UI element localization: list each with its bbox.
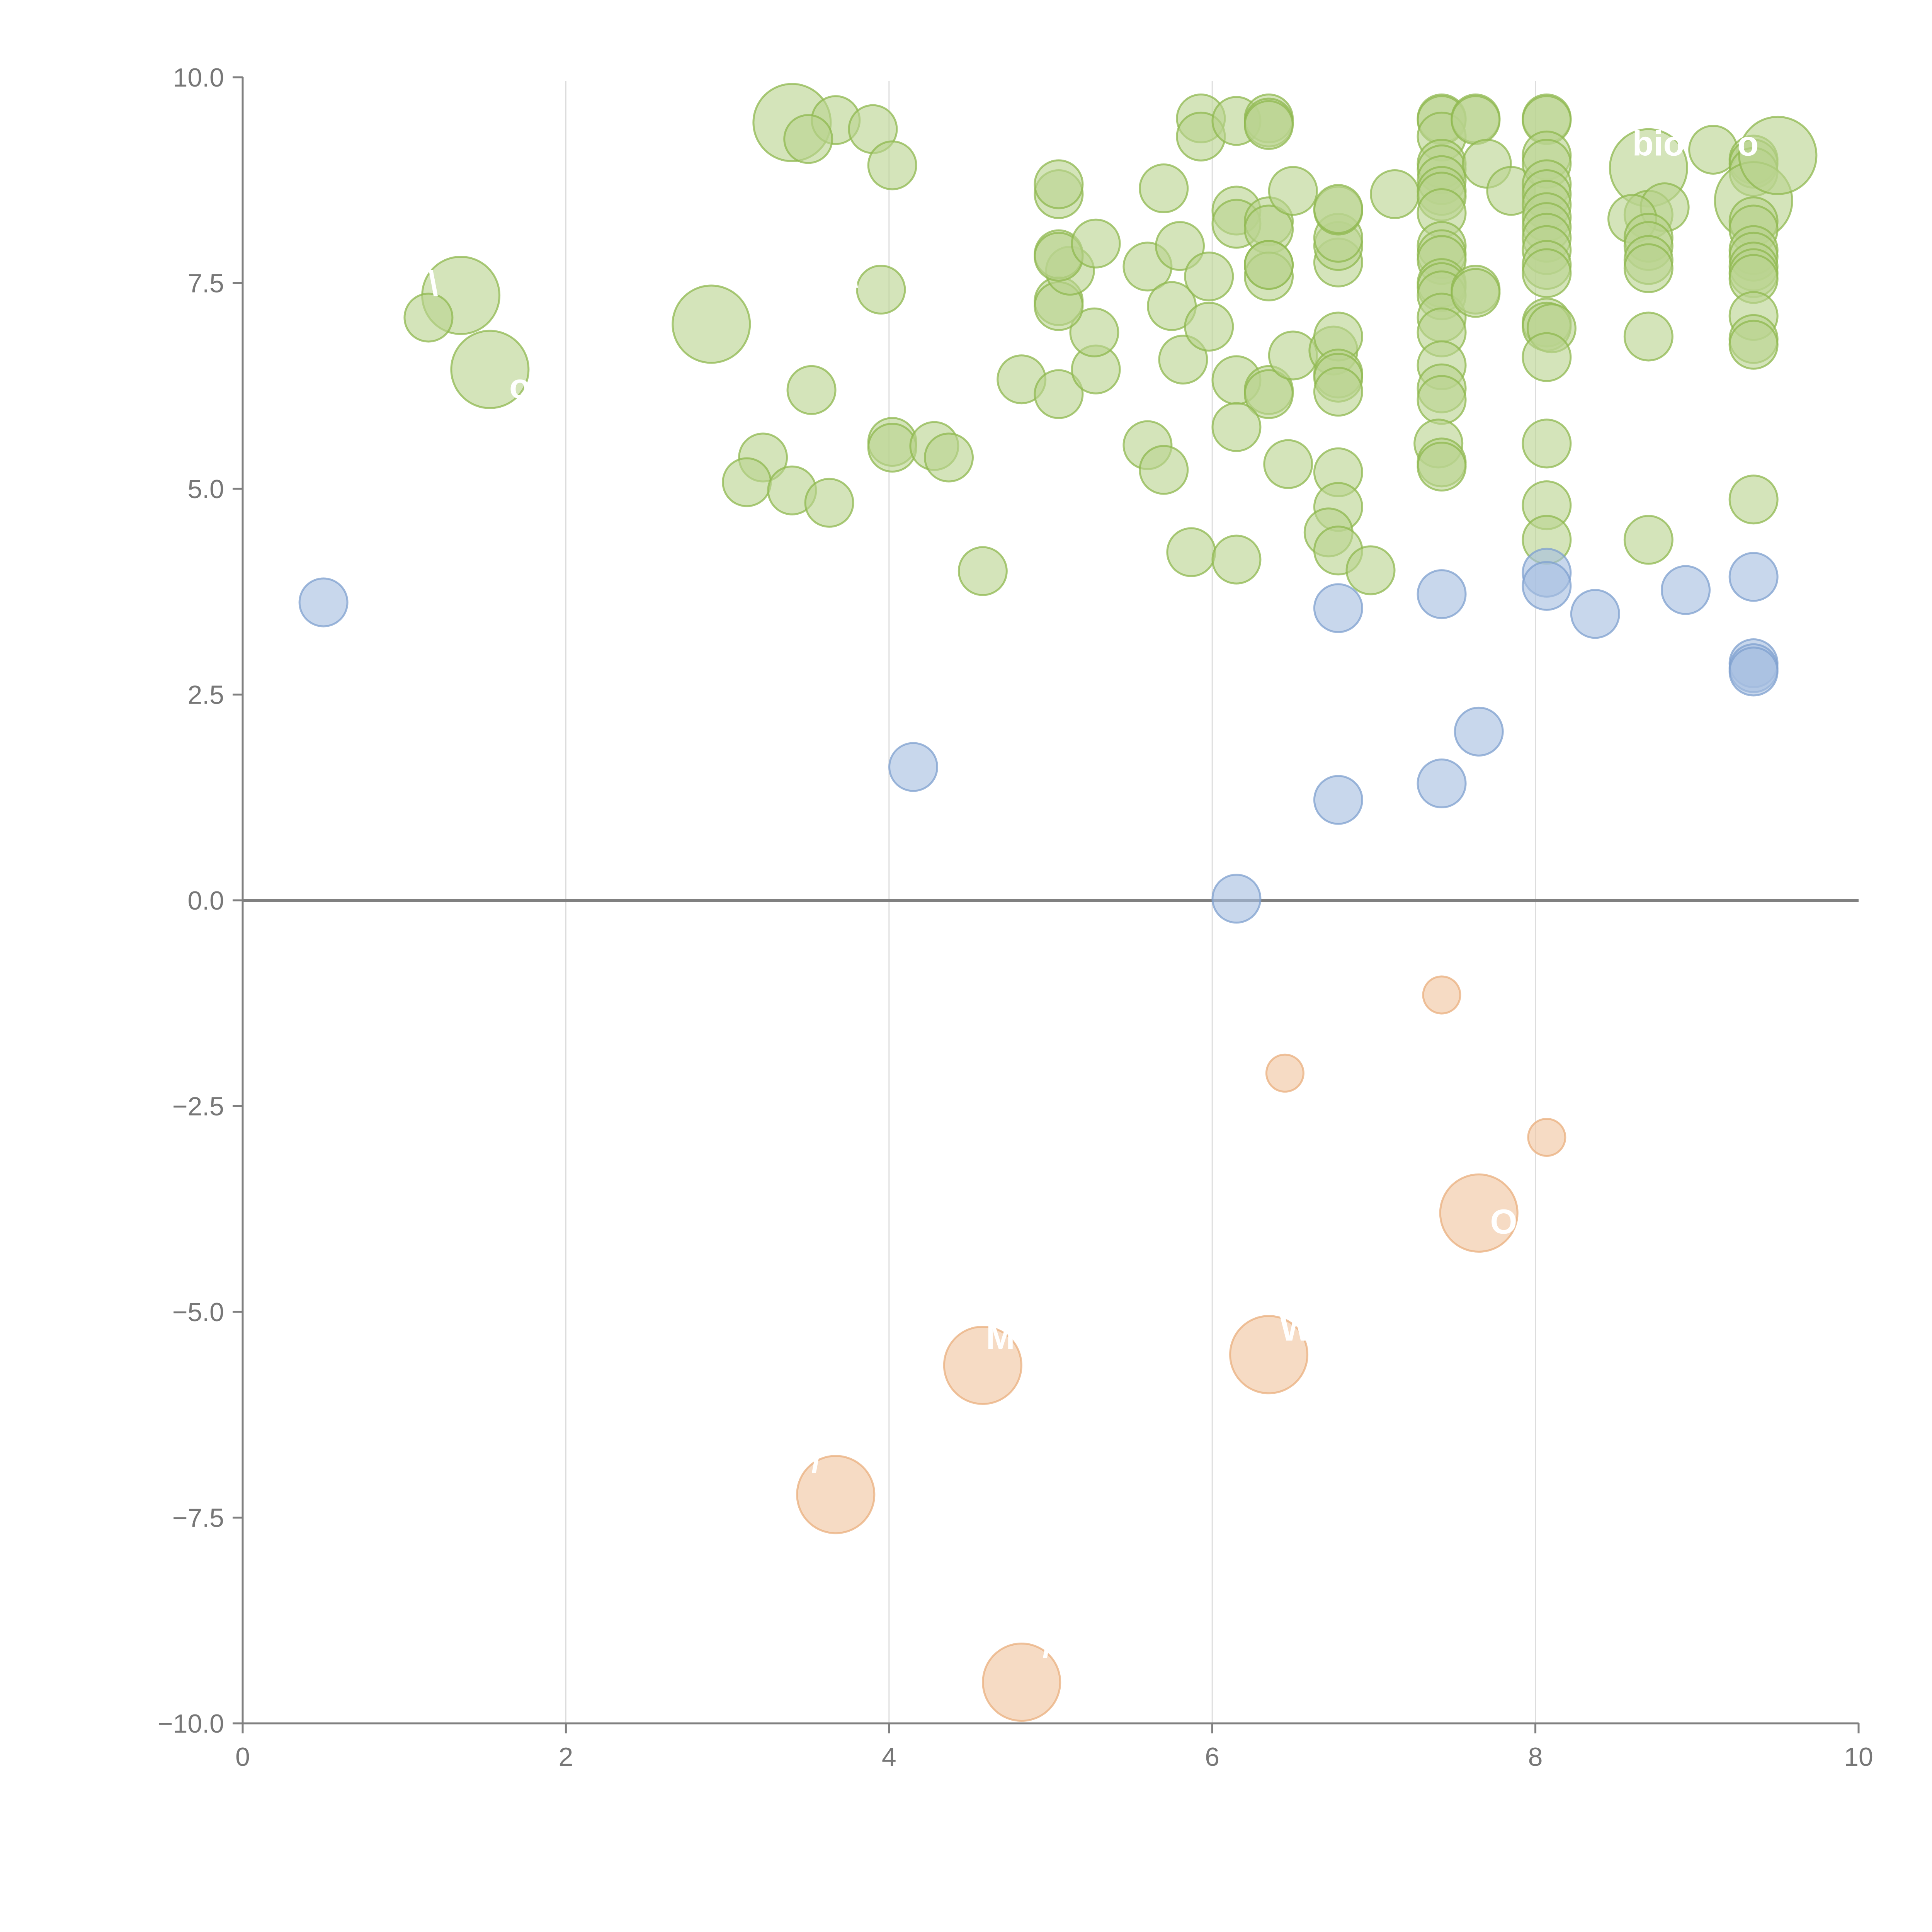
y-tick-label: −2.5 — [172, 1092, 224, 1121]
data-point-negative — [1229, 1315, 1309, 1395]
data-point-low — [1313, 775, 1363, 825]
annotation-label: O — [1490, 1203, 1517, 1242]
data-points-layer — [298, 83, 1818, 1722]
data-point-high — [1417, 375, 1467, 425]
y-tick-label: 10.0 — [173, 63, 224, 92]
annotations-layer: \ o \ bio o M W O / / — [429, 124, 1759, 1665]
data-point-low — [1661, 565, 1711, 615]
data-point-high — [1728, 320, 1779, 370]
data-point-high — [1184, 301, 1234, 352]
x-tick-label: 6 — [1205, 1742, 1219, 1772]
data-point-high — [1244, 369, 1294, 419]
data-point-high — [1313, 184, 1363, 234]
data-point-low — [888, 742, 939, 792]
data-point-high — [867, 140, 917, 190]
data-point-high — [1522, 332, 1572, 382]
annotation-label: / — [1043, 1627, 1052, 1665]
data-point-high — [1417, 441, 1467, 492]
data-point-high — [1155, 221, 1205, 271]
data-point-negative — [1527, 1117, 1566, 1157]
data-point-high — [1184, 251, 1234, 301]
data-point-low — [1454, 706, 1504, 757]
data-point-high — [1166, 527, 1216, 577]
y-tick-label: 7.5 — [187, 269, 224, 298]
data-point-high — [722, 457, 772, 507]
data-point-low — [1522, 561, 1572, 611]
data-point-low — [298, 577, 349, 628]
data-point-low — [1211, 874, 1262, 924]
data-point-high — [1211, 402, 1262, 452]
y-tick-label: −7.5 — [172, 1503, 224, 1533]
data-point-high — [856, 265, 906, 315]
y-tick-label: 2.5 — [187, 680, 224, 710]
data-point-high — [1313, 367, 1363, 417]
annotation-label: bio — [1633, 124, 1685, 163]
data-point-high — [1623, 515, 1673, 565]
data-point-low — [1728, 552, 1779, 602]
data-point-high — [1345, 545, 1396, 595]
data-point-negative — [1439, 1173, 1519, 1253]
x-tick-label: 4 — [882, 1742, 896, 1772]
data-point-high — [1244, 100, 1294, 150]
data-point-high — [1451, 95, 1501, 145]
data-point-high — [1244, 240, 1294, 290]
data-point-high — [867, 423, 917, 473]
data-point-high — [1034, 159, 1084, 209]
annotation-label: M — [986, 1318, 1015, 1357]
annotation-label: / — [811, 1441, 821, 1480]
y-tick-label: 0.0 — [187, 886, 224, 915]
data-point-high — [1211, 534, 1262, 585]
data-point-high — [1158, 335, 1208, 385]
y-tick-label: −10.0 — [158, 1709, 224, 1738]
data-point-low — [1570, 589, 1620, 639]
data-point-high — [403, 293, 454, 343]
x-tick-label: 0 — [235, 1742, 250, 1772]
data-point-high — [804, 478, 854, 528]
data-point-high — [1069, 307, 1119, 357]
data-point-low — [1728, 646, 1779, 697]
data-point-high — [1263, 439, 1313, 489]
data-point-high — [1623, 311, 1673, 362]
annotation-label: o — [509, 367, 531, 406]
data-point-negative — [1265, 1053, 1304, 1093]
data-point-high — [1071, 218, 1121, 269]
y-tick-label: −5.0 — [172, 1298, 224, 1327]
data-point-high — [957, 546, 1008, 596]
data-point-high — [1139, 445, 1189, 495]
annotation-label: \ — [429, 264, 438, 303]
y-tick-label: 5.0 — [187, 474, 224, 504]
data-point-low — [1417, 759, 1467, 809]
data-point-high — [1451, 268, 1501, 318]
data-point-high — [783, 114, 833, 164]
data-point-high — [1370, 169, 1420, 219]
data-point-high — [672, 284, 751, 364]
data-point-high — [1623, 243, 1673, 293]
x-tick-label: 2 — [558, 1742, 573, 1772]
data-point-high — [1522, 418, 1572, 469]
annotation-label: W — [1280, 1310, 1313, 1349]
data-point-high — [1522, 248, 1572, 298]
data-point-negative — [796, 1455, 876, 1534]
data-point-high — [1738, 116, 1818, 195]
data-point-negative — [982, 1643, 1061, 1722]
data-point-negative — [943, 1325, 1022, 1405]
data-point-high — [450, 330, 530, 409]
data-point-high — [1139, 163, 1189, 214]
x-tick-label: 10 — [1844, 1742, 1873, 1772]
axes-layer: 10.0 7.5 5.0 2.5 0.0 −2.5 −5.0 −7.5 −10.0 0 2 4 6 8 10 — [158, 63, 1873, 1772]
data-point-high — [1034, 369, 1084, 419]
data-point-high — [1728, 474, 1779, 525]
data-point-high — [786, 365, 837, 415]
data-point-high — [924, 432, 974, 483]
data-point-high — [1268, 166, 1318, 216]
data-point-low — [1417, 569, 1467, 619]
data-point-low — [1313, 583, 1363, 633]
x-tick-label: 8 — [1528, 1742, 1543, 1772]
annotation-label: \ — [849, 256, 858, 295]
data-point-negative — [1422, 975, 1461, 1015]
annotation-label: o — [1737, 124, 1759, 163]
